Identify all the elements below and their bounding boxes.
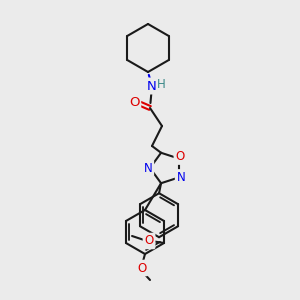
- Text: O: O: [129, 95, 139, 109]
- Text: N: N: [144, 161, 152, 175]
- Text: N: N: [147, 80, 157, 92]
- Text: N: N: [177, 171, 185, 184]
- Text: O: O: [144, 235, 154, 248]
- Text: O: O: [137, 262, 147, 275]
- Text: O: O: [175, 150, 184, 163]
- Text: H: H: [157, 77, 165, 91]
